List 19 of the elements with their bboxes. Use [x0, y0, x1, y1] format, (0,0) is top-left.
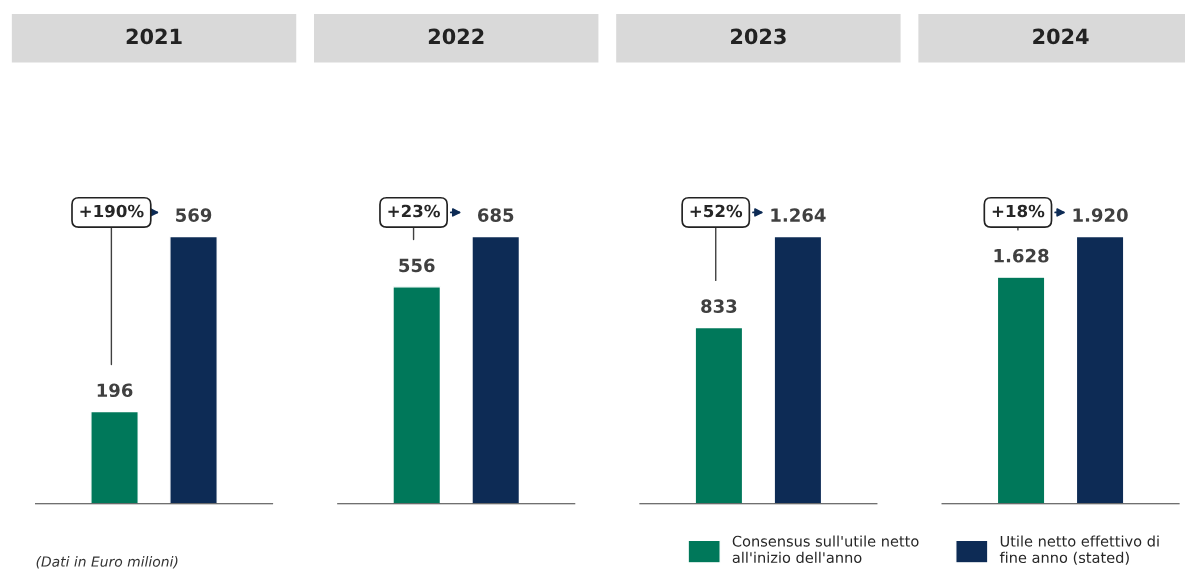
chart-title: 2023: [731, 28, 786, 45]
data-label: 1.920: [1073, 208, 1128, 222]
legend-label: Consensus sull'utile netto all'inizio dell'anno: [732, 535, 919, 564]
data-label: 833: [701, 299, 737, 314]
data-label: 1.264: [771, 208, 826, 222]
text: +23%: [388, 204, 440, 218]
text: +18%: [992, 204, 1045, 218]
chart-title: 2024: [1033, 28, 1089, 45]
text: +190%: [80, 204, 144, 218]
chart-title: 2022: [428, 28, 484, 45]
chart-title: 2021: [126, 28, 182, 45]
text: +52%: [690, 204, 743, 218]
data-label: 569: [176, 208, 212, 222]
text: (Dati in Euro milioni): [36, 556, 178, 569]
data-label: 556: [399, 258, 435, 273]
data-label: 1.628: [994, 248, 1049, 263]
data-label: 685: [478, 208, 514, 222]
data-label: 196: [97, 383, 133, 398]
legend-label: Utile netto effettivo di fine anno (stated): [999, 535, 1159, 565]
